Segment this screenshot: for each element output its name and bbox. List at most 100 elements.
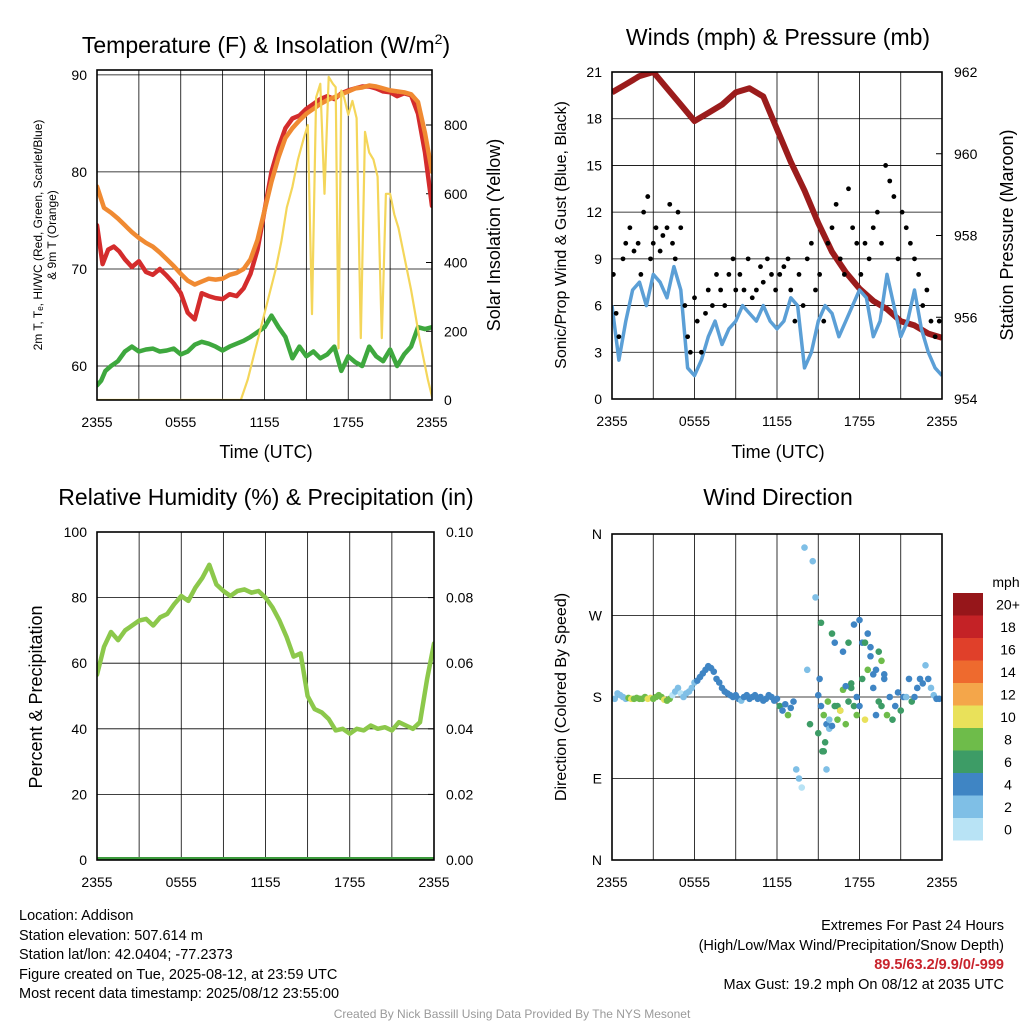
direction-point — [853, 693, 861, 701]
gust-point — [620, 256, 626, 262]
data-layer — [612, 72, 942, 378]
colorbar-label: 4 — [1004, 776, 1012, 792]
direction-point — [787, 704, 795, 712]
colorbar-label: 10 — [1000, 709, 1016, 725]
gust-point — [769, 272, 774, 277]
extremes-values: 89.5/63.2/9.9/0/-999 — [874, 957, 1004, 973]
gust-point — [788, 287, 794, 293]
y-axis-label-left-1a: 2m T, Tₑ, HI/WC (Red, Green, Scarlet/Blu… — [31, 120, 45, 351]
colorbar-swatch — [953, 615, 983, 638]
direction-point — [847, 680, 855, 687]
y-tick-label-right: 200 — [444, 323, 468, 339]
plot-frame — [96, 531, 435, 861]
direction-point — [773, 695, 781, 703]
gust-point — [627, 225, 633, 231]
x-tick-label: 1155 — [762, 413, 792, 429]
gust-point — [641, 209, 647, 215]
direction-point — [875, 648, 883, 656]
colorbar-swatch — [953, 660, 983, 683]
x-tick-label: 1755 — [333, 414, 364, 430]
colorbar-label: 12 — [1000, 686, 1016, 702]
direction-point — [674, 684, 682, 692]
x-tick-label: 2355 — [418, 874, 449, 890]
gust-point — [874, 209, 880, 215]
extremes-title: Extremes For Past 24 Hours — [821, 918, 1004, 934]
colorbar-swatch — [953, 750, 983, 773]
direction-point — [710, 668, 718, 675]
x-tick-label: 2355 — [926, 874, 957, 890]
direction-point — [886, 693, 894, 701]
direction-point — [839, 648, 847, 656]
direction-point — [825, 716, 833, 723]
direction-point — [809, 557, 817, 565]
direction-point — [831, 639, 839, 646]
y-tick-label-left: 60 — [71, 655, 87, 671]
direction-point — [612, 695, 619, 703]
direction-point — [803, 666, 811, 674]
charts-canvas: 2355 0555 1155 1755 235560708090020040060080… — [26, 24, 1020, 890]
gust-point — [703, 310, 708, 316]
colorbar-label: 8 — [1004, 731, 1012, 747]
gust-point — [638, 272, 644, 277]
y-tick-label-left: 90 — [71, 67, 87, 83]
location-text: Location: Addison — [19, 908, 134, 924]
direction-point — [850, 702, 858, 710]
gust-point — [903, 225, 909, 231]
y-axis-label-right-2: Station Pressure (Maroon) — [997, 129, 1017, 340]
colorbar-swatch — [953, 683, 983, 706]
gust-point — [718, 287, 724, 293]
y-tick-label-right: 400 — [444, 255, 468, 271]
x-tick-label: 0555 — [679, 874, 710, 890]
gust-point — [741, 287, 747, 293]
max-gust-text: Max Gust: 19.2 mph On 08/12 at 2035 UTC — [723, 976, 1004, 993]
gust-point — [692, 295, 697, 301]
elevation-text: Station elevation: 507.614 m — [19, 927, 203, 944]
extremes-info: Extremes For Past 24 Hours (High/Low/Max… — [699, 917, 1004, 995]
gust-point — [912, 256, 917, 262]
x-axis-label-2: Time (UTC) — [731, 442, 824, 462]
y-axis-label-right-1: Solar Insolation (Yellow) — [484, 139, 504, 331]
gust-point — [648, 256, 653, 262]
direction-point — [834, 716, 841, 723]
y-tick-label-right: 0.04 — [446, 721, 473, 737]
gust-point — [745, 256, 751, 262]
gust-point — [829, 225, 835, 231]
gust-point — [841, 272, 847, 277]
gust-point — [685, 334, 691, 340]
direction-point — [801, 544, 808, 551]
chart-title-3: Relative Humidity (%) & Precipitation (i… — [58, 484, 473, 510]
y-tick-label-left: 100 — [64, 524, 88, 540]
gust-point — [773, 287, 779, 293]
gust-point — [726, 272, 732, 277]
gust-point — [730, 256, 736, 262]
y-tick-label-left: 0 — [79, 852, 87, 868]
gust-point — [808, 240, 814, 246]
chart-title-4: Wind Direction — [703, 484, 853, 510]
gust-point — [887, 178, 893, 184]
gust-point — [653, 225, 659, 231]
gust-point — [936, 318, 942, 324]
gust-point — [672, 256, 678, 262]
direction-point — [869, 684, 877, 692]
wind-line — [612, 264, 942, 378]
gust-point — [837, 256, 843, 262]
gust-point — [883, 163, 889, 168]
direction-point — [847, 684, 855, 692]
direction-point — [883, 711, 891, 719]
y-tick-label-left: 9 — [594, 251, 602, 267]
x-tick-label: 0555 — [679, 413, 710, 429]
title-main: Temperature (F) & Insolation (W/m — [82, 32, 435, 58]
created-text: Figure created on Tue, 2025-08-12, at 23… — [19, 966, 338, 983]
x-axis-label-1: Time (UTC) — [219, 442, 312, 462]
direction-point — [902, 693, 910, 701]
gust-point — [781, 264, 787, 270]
colorbar-swatch — [953, 728, 983, 751]
extremes-subtitle: (High/Low/Max Wind/Precipitation/Snow De… — [698, 937, 1004, 954]
direction-point — [831, 702, 839, 710]
gust-point — [722, 303, 728, 308]
direction-point — [845, 639, 852, 646]
direction-point — [828, 630, 836, 637]
gust-point — [760, 279, 766, 285]
direction-point — [836, 707, 844, 714]
direction-point — [821, 738, 829, 746]
